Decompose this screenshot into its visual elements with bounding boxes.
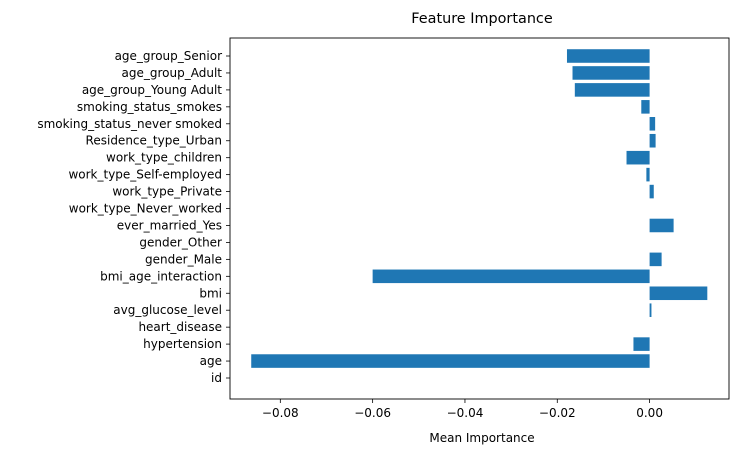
bar-age-group-adult — [572, 66, 650, 80]
category-label: avg_glucose_level — [113, 303, 222, 317]
category-label: work_type_Private — [112, 185, 222, 199]
category-label: ever_married_Yes — [117, 218, 222, 232]
bars-group — [251, 49, 708, 368]
bar-age — [251, 354, 650, 368]
bar-hypertension — [633, 337, 650, 351]
x-tick-label: −0.08 — [262, 406, 299, 420]
bar-age-group-young-adult — [574, 83, 650, 97]
bar-work-type-private — [649, 184, 654, 199]
category-label: gender_Other — [139, 235, 222, 249]
category-label: bmi_age_interaction — [100, 269, 222, 283]
category-label: work_type_Self-employed — [68, 168, 222, 182]
category-label: Residence_type_Urban — [86, 134, 222, 148]
bar-avg-glucose-level — [649, 303, 652, 317]
category-labels: id age hypertension heart_disease avg_glucos… — [37, 49, 230, 385]
category-label: smoking_status_smokes — [77, 100, 222, 114]
x-ticks: −0.08 −0.06 −0.04 −0.02 0.00 — [262, 399, 663, 420]
chart-title: Feature Importance — [411, 11, 553, 27]
bar-work-type-self-employed — [646, 167, 650, 182]
category-label: heart_disease — [138, 320, 222, 334]
category-label: age_group_Young Adult — [82, 83, 222, 97]
category-label: bmi — [199, 286, 222, 300]
category-label: smoking_status_never smoked — [37, 117, 222, 131]
category-label: age_group_Senior — [115, 49, 222, 63]
bar-smoking-status-never-smoked — [649, 117, 656, 131]
bar-gender-male — [649, 252, 662, 267]
bar-age-group-senior — [566, 49, 650, 63]
category-label: work_type_Never_worked — [69, 202, 222, 216]
category-label: id — [211, 371, 222, 385]
bar-residence-type-urban — [649, 133, 656, 148]
x-tick-label: −0.06 — [354, 406, 391, 420]
bar-smoking-status-smokes — [641, 100, 650, 114]
category-label: work_type_children — [106, 151, 222, 165]
bar-work-type-children — [626, 150, 650, 165]
x-tick-label: 0.00 — [636, 406, 663, 420]
x-axis-label: Mean Importance — [429, 431, 534, 445]
bar-ever-married-yes — [649, 218, 674, 233]
category-label: hypertension — [143, 337, 222, 351]
category-label: age_group_Adult — [122, 66, 223, 80]
bar-bmi-age-interaction — [372, 269, 650, 284]
category-label: age — [200, 354, 222, 368]
category-label: gender_Male — [145, 252, 222, 266]
x-tick-label: −0.02 — [539, 406, 576, 420]
plot-frame — [229, 37, 730, 400]
bar-bmi — [649, 286, 708, 301]
x-tick-label: −0.04 — [447, 406, 484, 420]
